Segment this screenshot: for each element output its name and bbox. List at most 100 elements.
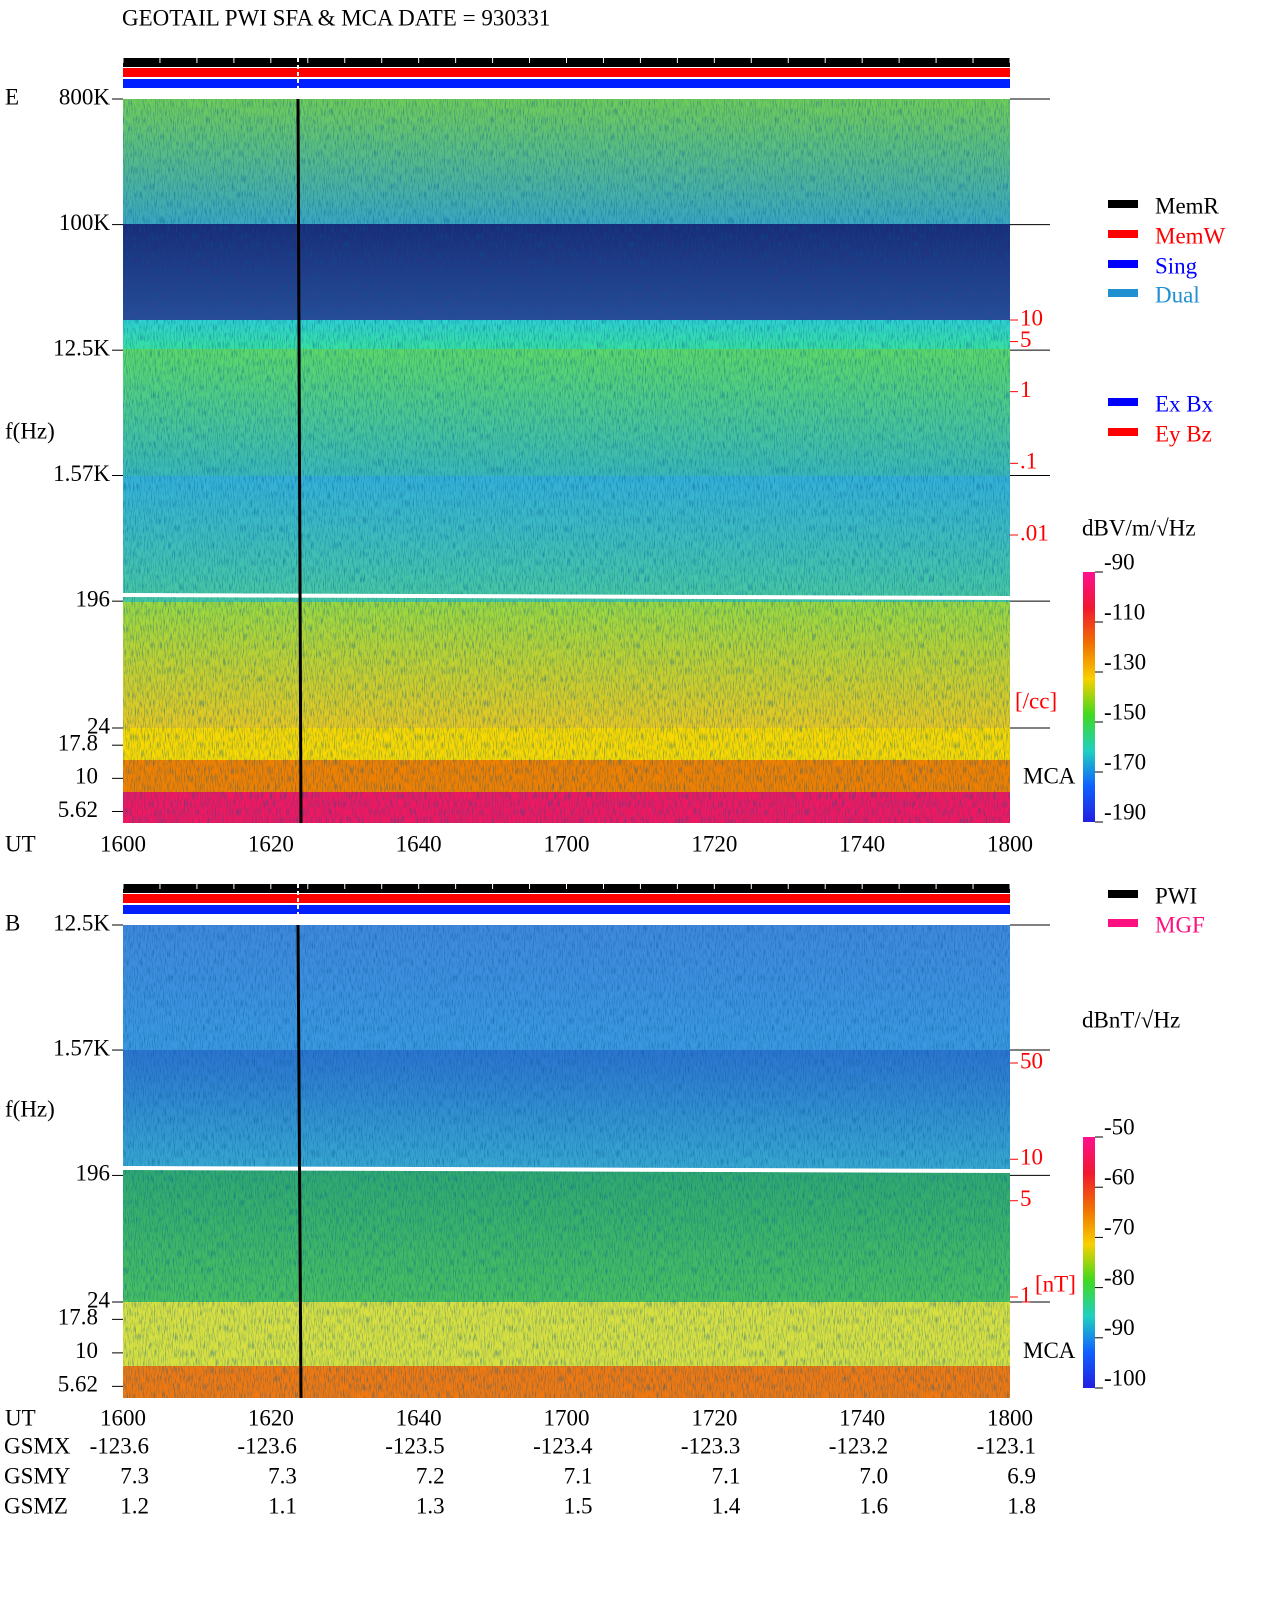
status-bar xyxy=(123,79,1010,88)
orbit-value: 1.3 xyxy=(416,1493,445,1518)
legend-swatch xyxy=(1108,230,1138,238)
legend-swatch xyxy=(1108,200,1138,208)
x-axis-label: UT xyxy=(5,831,36,856)
aux-tick-label: 1 xyxy=(1020,1282,1032,1307)
legend-label: MemR xyxy=(1155,193,1220,218)
aux-label: [nT] xyxy=(1035,1271,1076,1296)
orbit-label: GSMY xyxy=(4,1463,71,1488)
mca-tick-label: 10 xyxy=(75,764,98,789)
status-bar xyxy=(123,905,1010,914)
page-title: GEOTAIL PWI SFA & MCA DATE = 930331 xyxy=(122,5,550,30)
x-tick-label: 1740 xyxy=(839,1405,885,1430)
legend-label: Sing xyxy=(1155,253,1198,278)
status-bar xyxy=(123,894,1010,903)
aux-tick-label: 5 xyxy=(1020,1186,1032,1211)
colorbar-label: dBnT/√Hz xyxy=(1082,1007,1180,1032)
x-tick-label: 1700 xyxy=(544,1405,590,1430)
x-tick-label: 1800 xyxy=(987,1405,1033,1430)
y-axis-label: f(Hz) xyxy=(5,418,55,443)
legend-label: Ex Bx xyxy=(1155,391,1214,416)
orbit-value: 1.1 xyxy=(268,1493,297,1518)
colorbar-tick-label: -170 xyxy=(1104,749,1146,774)
x-tick-label: 1740 xyxy=(839,831,885,856)
orbit-value: 1.8 xyxy=(1007,1493,1036,1518)
x-tick-label: 1720 xyxy=(691,831,737,856)
legend-swatch xyxy=(1108,428,1138,436)
legend-label: PWI xyxy=(1155,883,1197,908)
y-tick-label: 800K xyxy=(59,84,111,109)
orbit-value: -123.1 xyxy=(977,1433,1036,1458)
orbit-value: 1.2 xyxy=(120,1493,149,1518)
x-tick-label: 1800 xyxy=(987,831,1033,856)
orbit-value: 7.1 xyxy=(712,1463,741,1488)
colorbar-tick-label: -60 xyxy=(1104,1164,1135,1189)
orbit-value: -123.6 xyxy=(237,1433,296,1458)
data-gap xyxy=(296,98,303,824)
orbit-value: -123.6 xyxy=(90,1433,149,1458)
aux-label: [/cc] xyxy=(1015,688,1057,713)
mca-label: MCA xyxy=(1023,764,1076,789)
y-tick-label: 24 xyxy=(87,1287,111,1312)
aux-tick-label: 10 xyxy=(1020,1145,1043,1170)
aux-tick-label: .1 xyxy=(1020,449,1037,474)
x-tick-label: 1600 xyxy=(100,1405,146,1430)
aux-tick-label: 5 xyxy=(1020,327,1032,352)
mca-label: MCA xyxy=(1023,1338,1076,1363)
orbit-value: 7.3 xyxy=(120,1463,149,1488)
colorbar xyxy=(1083,572,1095,822)
mca-tick-label: 10 xyxy=(75,1338,98,1363)
orbit-value: 7.1 xyxy=(564,1463,593,1488)
x-axis-label: UT xyxy=(5,1405,36,1430)
orbit-value: -123.5 xyxy=(385,1433,444,1458)
x-tick-label: 1640 xyxy=(396,1405,442,1430)
plasma-line xyxy=(122,1166,1011,1173)
orbit-value: 7.0 xyxy=(859,1463,888,1488)
colorbar-tick-label: -70 xyxy=(1104,1215,1135,1240)
colorbar xyxy=(1083,1137,1095,1388)
orbit-label: GSMZ xyxy=(4,1493,68,1518)
aux-tick-label: .01 xyxy=(1020,520,1049,545)
aux-tick-label: 1 xyxy=(1020,377,1032,402)
orbit-value: 6.9 xyxy=(1007,1463,1036,1488)
y-tick-label: 100K xyxy=(59,210,111,235)
orbit-value: 7.2 xyxy=(416,1463,445,1488)
spectrogram-noise xyxy=(123,99,1010,823)
orbit-value: -123.4 xyxy=(533,1433,593,1458)
spectrogram-noise xyxy=(123,925,1010,1398)
colorbar-tick-label: -90 xyxy=(1104,549,1135,574)
x-tick-label: 1700 xyxy=(544,831,590,856)
legend-label: MGF xyxy=(1155,912,1205,937)
colorbar-tick-label: -100 xyxy=(1104,1365,1146,1390)
x-tick-label: 1600 xyxy=(100,831,146,856)
colorbar-tick-label: -50 xyxy=(1104,1114,1135,1139)
aux-tick-label: 10 xyxy=(1020,305,1043,330)
legend-label: MemW xyxy=(1155,223,1226,248)
x-tick-label: 1720 xyxy=(691,1405,737,1430)
y-tick-label: 12.5K xyxy=(53,910,110,935)
y-tick-label: 196 xyxy=(76,1161,111,1186)
legend-swatch xyxy=(1108,398,1138,406)
y-tick-label: 196 xyxy=(76,586,111,611)
mca-tick-label: 17.8 xyxy=(58,1305,98,1330)
orbit-value: -123.2 xyxy=(829,1433,888,1458)
y-tick-label: 1.57K xyxy=(53,1035,110,1060)
orbit-value: 1.6 xyxy=(859,1493,888,1518)
x-tick-label: 1620 xyxy=(248,831,294,856)
legend-label: Ey Bz xyxy=(1155,421,1212,446)
x-tick-label: 1640 xyxy=(396,831,442,856)
orbit-value: -123.3 xyxy=(681,1433,740,1458)
y-axis-label: f(Hz) xyxy=(5,1096,55,1121)
data-gap xyxy=(296,924,303,1399)
colorbar-tick-label: -130 xyxy=(1104,649,1146,674)
orbit-value: 1.5 xyxy=(564,1493,593,1518)
mca-tick-label: 5.62 xyxy=(58,797,98,822)
orbit-value: 7.3 xyxy=(268,1463,297,1488)
legend-swatch xyxy=(1108,289,1138,297)
mca-tick-label: 5.62 xyxy=(58,1372,98,1397)
aux-tick-label: 50 xyxy=(1020,1048,1043,1073)
colorbar-tick-label: -110 xyxy=(1104,599,1145,624)
orbit-value: 1.4 xyxy=(712,1493,741,1518)
colorbar-tick-label: -80 xyxy=(1104,1265,1135,1290)
status-bar xyxy=(123,68,1010,77)
